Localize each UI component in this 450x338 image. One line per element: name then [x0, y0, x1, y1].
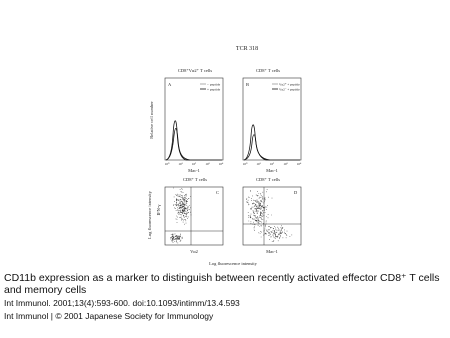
dot-cloud: [260, 224, 293, 242]
x-tick-label: 10⁴: [297, 162, 302, 166]
copyright: Int Immunol | © 2001 Japanese Society fo…: [4, 311, 214, 321]
x-label: Vα2: [190, 249, 198, 254]
x-label: Mac-1: [266, 249, 278, 254]
panel-frame: [242, 186, 302, 246]
x-tick-label: 10¹: [256, 162, 260, 166]
x-tick-label: 10⁴: [219, 162, 224, 166]
x-tick-label: 10³: [205, 162, 209, 166]
histogram-curve: [165, 127, 191, 161]
legend-entry: Vα2⁻ + peptide: [279, 88, 300, 92]
figure: TCR 318 CD8⁺Vα2⁺ T cells CD8⁺ T cells Re…: [147, 46, 302, 266]
x-tick-label: 10²: [270, 162, 274, 166]
panel-frame: [164, 186, 224, 246]
x-tick-label: 10¹: [178, 162, 182, 166]
dot-cloud: [246, 189, 273, 234]
panel-letter: A: [168, 82, 172, 87]
x-label: Mac-1: [188, 168, 200, 173]
x-label: Mac-1: [266, 168, 278, 173]
x-tick-label: 10⁰: [243, 162, 248, 166]
x-label: Log fluorescence intensity: [209, 261, 257, 266]
histogram-curve: [165, 120, 222, 161]
histogram-curve: [243, 134, 271, 161]
caption-title: CD11b expression as a marker to distingu…: [4, 272, 440, 296]
y-label: Relative cell number: [149, 101, 154, 139]
panel-heading: CD8⁺ T cells: [183, 177, 207, 182]
panel-heading: CD8⁺Vα2⁺ T cells: [178, 68, 213, 73]
x-tick-label: 10⁰: [165, 162, 170, 166]
dot-cloud: [170, 233, 183, 244]
panel-letter: B: [246, 82, 249, 87]
panel-heading: CD8⁺ T cells: [256, 177, 280, 182]
legend-entry: + peptide: [207, 88, 221, 92]
legend-entry: − peptide: [207, 83, 221, 87]
legend-entry: Vα2⁺ + peptide: [279, 83, 300, 87]
y-label: Log fluorescence intensity: [147, 190, 152, 238]
tick-labels: 10⁰ 10¹ 10² 10³ 10⁴ 10⁰ 10¹ 10² 10³ 10⁴: [165, 162, 302, 166]
x-tick-label: 10³: [283, 162, 287, 166]
dot-plot: [170, 187, 293, 244]
panel-heading: CD8⁺ T cells: [256, 68, 280, 73]
citation: Int Immunol. 2001;13(4):593-600. doi:10.…: [4, 298, 240, 308]
y-label: IFN-γ: [156, 205, 161, 216]
x-tick-label: 10²: [192, 162, 196, 166]
panel-letter: D: [294, 190, 298, 195]
dot-cloud: [173, 187, 192, 225]
panel-letter: C: [216, 190, 219, 195]
figure-title: TCR 318: [236, 46, 258, 52]
